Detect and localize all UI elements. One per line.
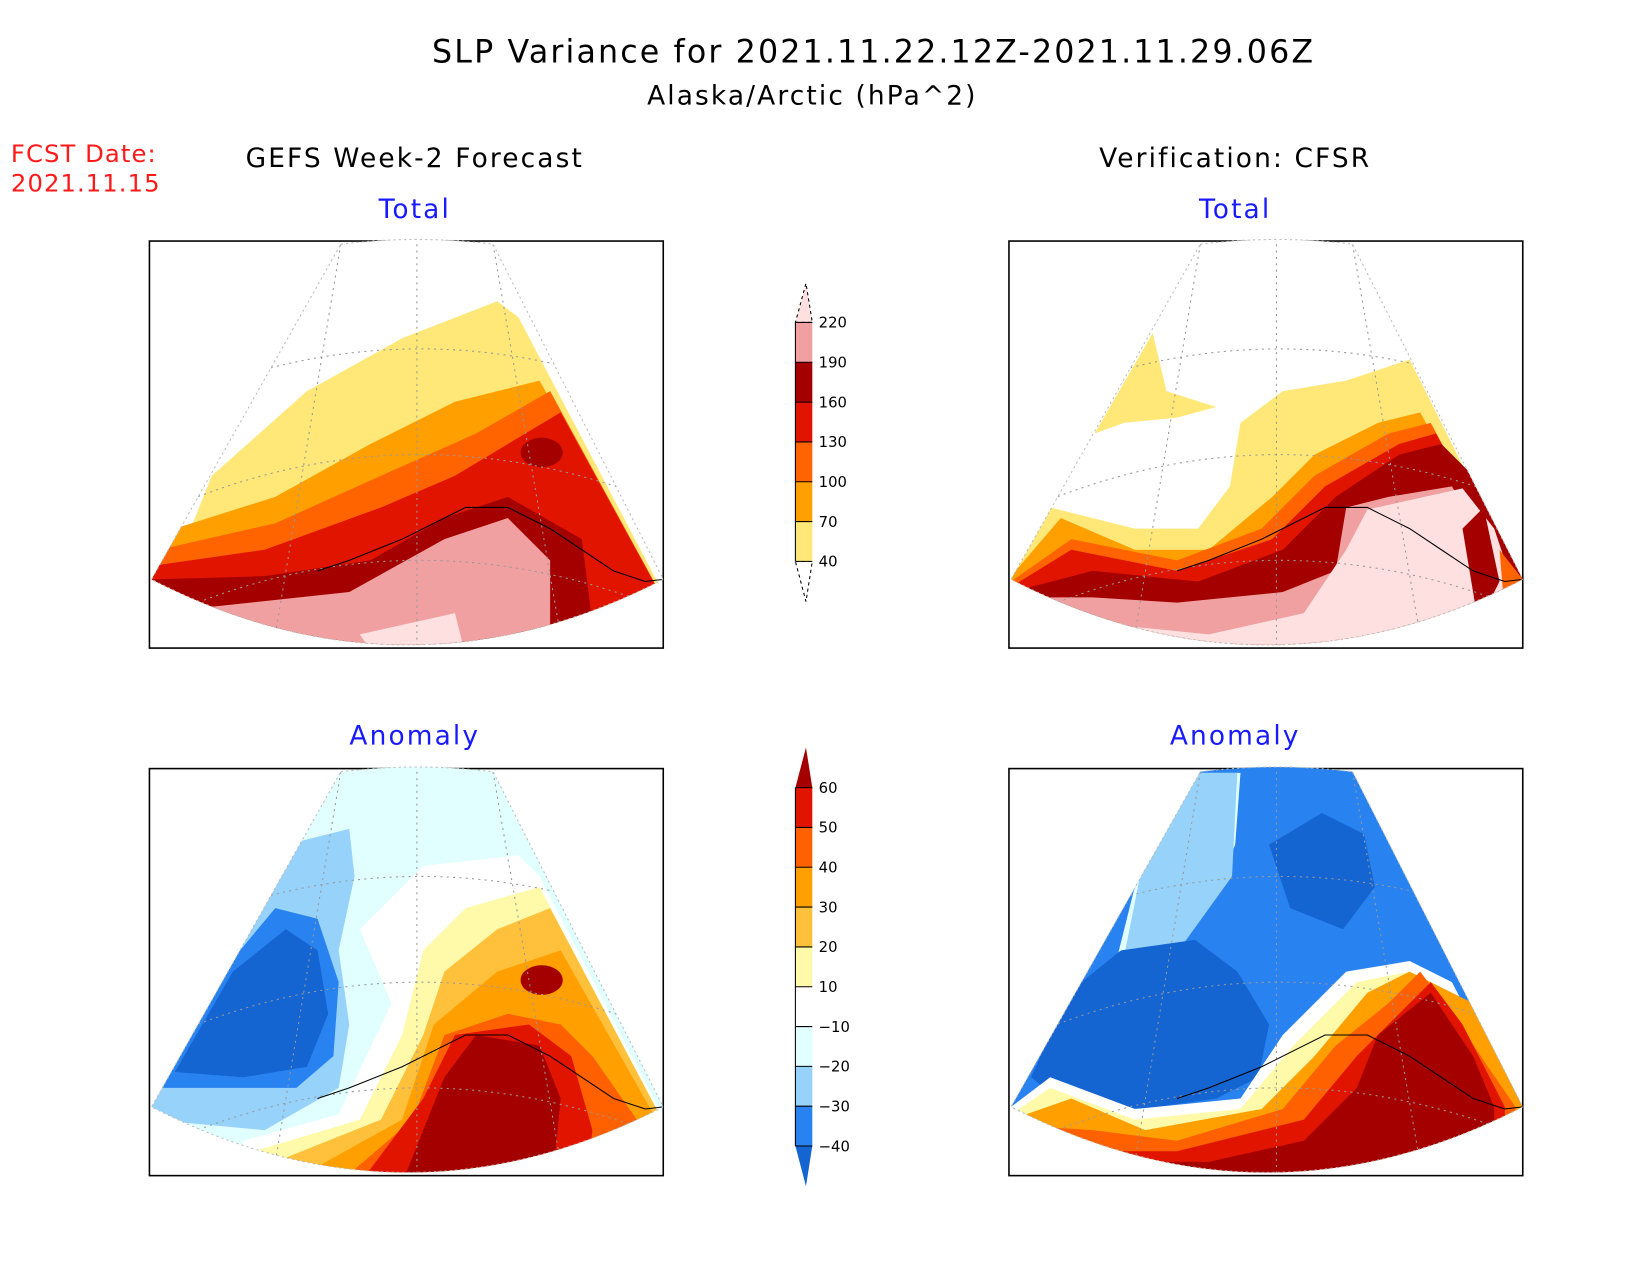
anomaly-colorbar-segment (795, 986, 813, 1027)
anomaly-colorbar-tick-label: −10 (819, 1019, 850, 1036)
coastline (317, 506, 664, 583)
fcst-date: 2021.11.15 (11, 168, 161, 197)
coastline (1176, 506, 1523, 583)
total-colorbar-segment (795, 362, 813, 403)
grid-line (1123, 244, 1201, 645)
coastline (317, 1034, 664, 1110)
anomaly-colorbar-lower-extension (795, 1146, 813, 1187)
contour-max-region (520, 965, 563, 995)
total-colorbar-tick-label: 220 (819, 315, 847, 332)
grid-line (492, 771, 572, 1173)
total-colorbar-segment (795, 322, 813, 363)
panel-title-verification-total: Total (1198, 194, 1271, 225)
anomaly-colorbar-tick-label: 60 (819, 780, 838, 797)
total-colorbar-tick-label: 190 (819, 355, 847, 372)
total-colorbar-segment (795, 441, 813, 482)
grid-line (1352, 244, 1432, 645)
panel-title-forecast-total: Total (378, 194, 451, 225)
panel-title-verification-anomaly: Anomaly (1170, 720, 1301, 751)
anomaly-colorbar-tick-label: −20 (819, 1059, 850, 1076)
total-colorbar-tick-label: 130 (819, 434, 847, 451)
chart-title: SLP Variance for 2021.11.22.12Z-2021.11.… (432, 34, 1315, 70)
map-panel-verification-total (1008, 238, 1524, 649)
column-title-verification: Verification: CFSR (1099, 143, 1371, 174)
total-colorbar-tick-label: 40 (819, 554, 838, 571)
total-colorbar-segment (795, 402, 813, 442)
total-colorbar-lower-extension (794, 560, 813, 602)
total-colorbar-segment (795, 521, 813, 562)
total-colorbar-tick-label: 160 (819, 394, 847, 411)
anomaly-colorbar-segment (795, 946, 813, 987)
total-colorbar-segment (795, 481, 813, 522)
anomaly-colorbar-segment (795, 1106, 813, 1147)
contour-region (1031, 939, 1270, 1110)
anomaly-colorbar-tick-label: −30 (819, 1098, 850, 1115)
map-boundary (1010, 766, 1524, 1173)
grid-line (264, 244, 342, 645)
contour-region (1011, 488, 1516, 645)
coastline (1176, 1034, 1523, 1110)
map-panel-forecast-total (148, 238, 665, 649)
anomaly-colorbar-segment (795, 1066, 813, 1107)
colorbar-anomaly: −40 −30 −20 −10 10 20 30 40 50 60 (794, 747, 850, 1187)
total-colorbar-tick-label: 100 (819, 474, 847, 491)
total-colorbar-tick-label: 70 (819, 514, 838, 531)
grid-line (1352, 771, 1432, 1173)
map-panel-forecast-anomaly (148, 766, 665, 1177)
anomaly-colorbar-segment (795, 827, 813, 868)
anomaly-colorbar-tick-label: 30 (819, 899, 838, 916)
map-boundary (150, 238, 664, 646)
contour-region (1462, 507, 1500, 624)
anomaly-colorbar-tick-label: 10 (819, 979, 838, 996)
grid-line (1123, 771, 1201, 1173)
map-panel-verification-anomaly (1008, 766, 1524, 1177)
map-boundary (1010, 238, 1524, 646)
map-boundary (150, 766, 664, 1173)
anomaly-colorbar-segment (795, 787, 813, 828)
contour-region (1094, 333, 1217, 434)
anomaly-colorbar-tick-label: −40 (819, 1138, 850, 1155)
fcst-label: FCST Date: (11, 139, 157, 168)
anomaly-colorbar-tick-label: 50 (819, 820, 838, 837)
contour-region (1269, 812, 1375, 930)
column-title-forecast: GEFS Week-2 Forecast (246, 143, 584, 174)
contour-region (359, 613, 466, 645)
anomaly-colorbar-segment (795, 907, 813, 947)
anomaly-colorbar-upper-extension (795, 747, 813, 788)
contour-region (1050, 992, 1495, 1173)
anomaly-colorbar-segment (795, 867, 813, 908)
total-colorbar-upper-extension (794, 283, 813, 323)
grid-line (264, 771, 342, 1173)
anomaly-colorbar-segment (795, 1026, 813, 1067)
grid-line (492, 244, 572, 645)
contour-max-region (520, 437, 563, 468)
contour-region (1121, 772, 1238, 972)
chart-subtitle: Alaska/Arctic (hPa^2) (647, 81, 977, 112)
anomaly-colorbar-tick-label: 20 (819, 939, 838, 956)
anomaly-colorbar-tick-label: 40 (819, 860, 838, 877)
contour-region (174, 929, 329, 1078)
panel-title-forecast-anomaly: Anomaly (349, 720, 480, 751)
colorbar-total: 40 70 100 130 160 190 220 (794, 283, 847, 602)
